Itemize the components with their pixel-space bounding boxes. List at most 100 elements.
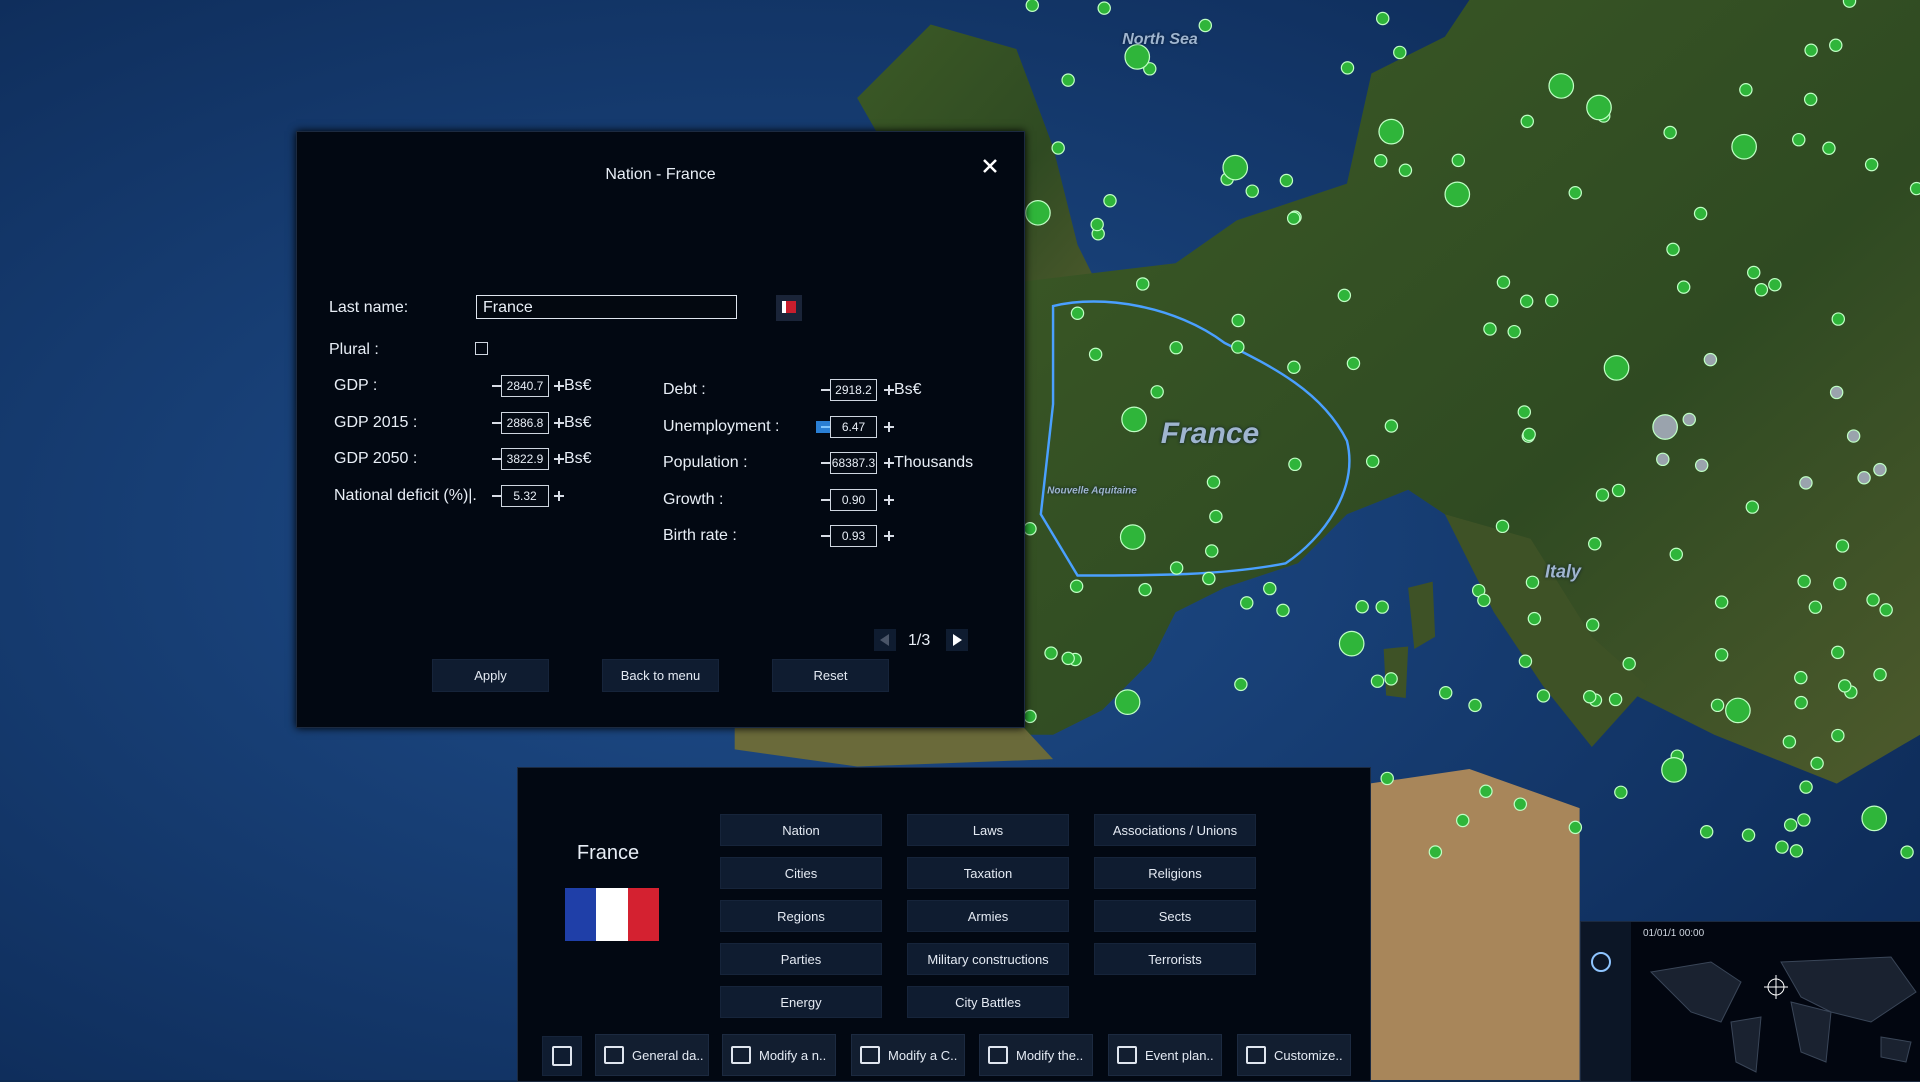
menu-button[interactable]: Military constructions — [907, 943, 1069, 975]
city-marker[interactable] — [1703, 352, 1718, 367]
city-marker[interactable] — [1370, 674, 1385, 688]
city-marker[interactable] — [1799, 476, 1813, 490]
city-marker[interactable] — [1797, 813, 1811, 827]
city-marker[interactable] — [1288, 457, 1302, 472]
city-marker[interactable] — [1286, 211, 1301, 225]
city-marker[interactable] — [1822, 141, 1836, 156]
decrease-button[interactable] — [492, 385, 501, 387]
field-input[interactable]: 5.32 — [501, 484, 549, 507]
city-marker[interactable] — [1652, 414, 1678, 440]
flag-button[interactable] — [776, 295, 802, 321]
city-marker[interactable] — [1879, 603, 1893, 617]
city-marker[interactable] — [1378, 118, 1405, 145]
city-marker[interactable] — [1873, 667, 1887, 682]
city-marker[interactable] — [1444, 181, 1471, 208]
menu-button[interactable]: City Battles — [907, 986, 1069, 1018]
menu-button[interactable]: Parties — [720, 943, 882, 975]
city-marker[interactable] — [1051, 141, 1065, 155]
city-marker[interactable] — [1468, 698, 1482, 713]
save-button[interactable] — [542, 1036, 582, 1076]
city-marker[interactable] — [1061, 73, 1075, 87]
city-marker[interactable] — [1090, 217, 1104, 232]
city-marker[interactable] — [1842, 0, 1857, 8]
menu-button[interactable]: Laws — [907, 814, 1069, 846]
city-marker[interactable] — [1582, 689, 1597, 704]
city-marker[interactable] — [1714, 595, 1729, 609]
increase-button[interactable] — [884, 458, 894, 468]
city-marker[interactable] — [1804, 43, 1818, 57]
city-marker[interactable] — [1088, 347, 1103, 362]
city-marker[interactable] — [1477, 593, 1491, 608]
city-marker[interactable] — [1873, 462, 1887, 477]
city-marker[interactable] — [1365, 454, 1380, 469]
menu-button[interactable]: Associations / Unions — [1094, 814, 1256, 846]
city-marker[interactable] — [1794, 670, 1808, 685]
city-marker[interactable] — [1831, 645, 1845, 660]
increase-button[interactable] — [554, 417, 564, 428]
city-marker[interactable] — [1794, 695, 1808, 710]
city-marker[interactable] — [1525, 575, 1540, 590]
increase-button[interactable] — [554, 381, 564, 391]
city-marker[interactable] — [1143, 62, 1157, 76]
field-input[interactable]: 0.93 — [830, 525, 877, 547]
decrease-button[interactable] — [492, 494, 501, 497]
increase-button[interactable] — [554, 490, 564, 501]
city-marker[interactable] — [1663, 125, 1677, 140]
increase-button[interactable] — [554, 454, 564, 464]
decrease-button[interactable] — [492, 421, 501, 424]
city-marker[interactable] — [1666, 242, 1680, 257]
city-marker[interactable] — [1699, 824, 1714, 839]
city-marker[interactable] — [1797, 574, 1811, 589]
menu-button[interactable]: Regions — [720, 900, 882, 932]
city-marker[interactable] — [1263, 581, 1277, 596]
menu-button[interactable]: Religions — [1094, 857, 1256, 889]
city-marker[interactable] — [1831, 728, 1845, 743]
last-name-input[interactable]: France — [476, 295, 737, 319]
city-marker[interactable] — [1375, 11, 1390, 26]
field-input[interactable]: 3822.9 — [501, 448, 549, 470]
city-marker[interactable] — [1124, 44, 1151, 70]
decrease-button[interactable] — [821, 498, 830, 501]
city-marker[interactable] — [1276, 603, 1290, 618]
increase-button[interactable] — [884, 385, 894, 395]
prev-page[interactable] — [874, 629, 896, 651]
city-marker[interactable] — [1483, 322, 1497, 336]
city-marker[interactable] — [1138, 582, 1152, 597]
toolbar-button[interactable]: Modify the.. — [979, 1034, 1093, 1076]
city-marker[interactable] — [1710, 698, 1725, 713]
city-marker[interactable] — [1287, 360, 1301, 374]
city-marker[interactable] — [1061, 651, 1075, 666]
city-marker[interactable] — [1682, 412, 1696, 427]
city-marker[interactable] — [1835, 539, 1850, 553]
decrease-button[interactable] — [492, 458, 501, 460]
city-marker[interactable] — [1754, 282, 1769, 297]
city-marker[interactable] — [1451, 153, 1466, 168]
city-marker[interactable] — [1846, 429, 1861, 443]
menu-button[interactable]: Cities — [720, 857, 882, 889]
city-marker[interactable] — [1864, 157, 1879, 172]
city-marker[interactable] — [1909, 181, 1920, 196]
city-marker[interactable] — [1527, 611, 1542, 626]
city-marker[interactable] — [1783, 818, 1798, 832]
city-marker[interactable] — [1694, 458, 1709, 473]
city-marker[interactable] — [1595, 488, 1610, 502]
city-marker[interactable] — [1522, 427, 1536, 442]
city-marker[interactable] — [1518, 654, 1533, 668]
city-marker[interactable] — [1861, 805, 1888, 832]
city-marker[interactable] — [1346, 356, 1361, 371]
city-marker[interactable] — [1206, 475, 1221, 489]
city-marker[interactable] — [1611, 483, 1626, 498]
dialog-button[interactable]: Apply — [432, 659, 549, 692]
city-marker[interactable] — [1384, 672, 1398, 686]
toolbar-button[interactable]: General da.. — [595, 1034, 709, 1076]
city-marker[interactable] — [1614, 785, 1628, 800]
city-marker[interactable] — [1495, 519, 1510, 534]
next-page[interactable] — [946, 629, 968, 651]
city-marker[interactable] — [1338, 630, 1365, 657]
city-marker[interactable] — [1829, 38, 1843, 52]
menu-button[interactable]: Energy — [720, 986, 882, 1018]
city-marker[interactable] — [1097, 1, 1111, 15]
toolbar-button[interactable]: Modify a C.. — [851, 1034, 965, 1076]
city-marker[interactable] — [1222, 154, 1249, 181]
city-marker[interactable] — [1234, 677, 1248, 692]
